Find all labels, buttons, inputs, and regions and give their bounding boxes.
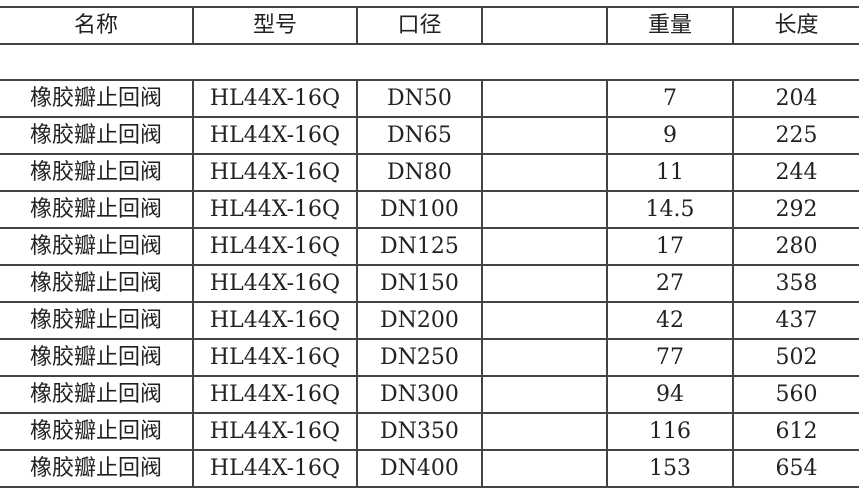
cell-name: 橡胶瓣止回阀 [0, 190, 193, 228]
table-row: 橡胶瓣止回阀 HL44X-16Q DN125 17 280 [0, 227, 859, 265]
cell-name: 橡胶瓣止回阀 [0, 227, 193, 265]
cell-length: 560 [732, 375, 859, 413]
cell-name: 橡胶瓣止回阀 [0, 375, 193, 413]
header-length: 长度 [732, 6, 859, 45]
cell-length: 612 [732, 412, 859, 450]
cell-name: 橡胶瓣止回阀 [0, 449, 193, 488]
cell-model: HL44X-16Q [192, 116, 357, 154]
cell-weight: 9 [606, 116, 733, 154]
cell-diameter: DN350 [356, 412, 482, 450]
cell-diameter: DN150 [356, 264, 482, 302]
cell-name: 橡胶瓣止回阀 [0, 412, 193, 450]
cell-diameter: DN80 [356, 153, 482, 191]
cell-diameter: DN300 [356, 375, 482, 413]
cell-length: 292 [732, 190, 859, 228]
cell-weight: 14.5 [606, 190, 733, 228]
table-row: 橡胶瓣止回阀 HL44X-16Q DN250 77 502 [0, 338, 859, 376]
table-row: 橡胶瓣止回阀 HL44X-16Q DN50 7 204 [0, 79, 859, 117]
cell-length: 204 [732, 79, 859, 117]
cell-length: 654 [732, 449, 859, 488]
header-row: 名称 型号 口径 重量 长度 [0, 6, 859, 45]
cell-blank [481, 449, 607, 488]
table-row: 橡胶瓣止回阀 HL44X-16Q DN150 27 358 [0, 264, 859, 302]
cell-blank [481, 227, 607, 265]
cell-blank [481, 153, 607, 191]
header-model: 型号 [192, 6, 357, 45]
cell-blank [481, 375, 607, 413]
cell-length: 502 [732, 338, 859, 376]
cell-length: 244 [732, 153, 859, 191]
cell-blank [481, 264, 607, 302]
cell-blank [481, 190, 607, 228]
cell-length: 437 [732, 301, 859, 339]
cell-weight: 42 [606, 301, 733, 339]
table-row: 橡胶瓣止回阀 HL44X-16Q DN350 116 612 [0, 412, 859, 450]
cell-name: 橡胶瓣止回阀 [0, 301, 193, 339]
cell-blank [481, 79, 607, 117]
header-weight: 重量 [606, 6, 733, 45]
cell-weight: 153 [606, 449, 733, 488]
table-row: 橡胶瓣止回阀 HL44X-16Q DN400 153 654 [0, 449, 859, 488]
cell-name: 橡胶瓣止回阀 [0, 116, 193, 154]
cell-name: 橡胶瓣止回阀 [0, 79, 193, 117]
cell-weight: 77 [606, 338, 733, 376]
cell-diameter: DN65 [356, 116, 482, 154]
table-row: 橡胶瓣止回阀 HL44X-16Q DN80 11 244 [0, 153, 859, 191]
header-name: 名称 [0, 6, 193, 45]
cell-diameter: DN100 [356, 190, 482, 228]
cell-diameter: DN125 [356, 227, 482, 265]
cell-weight: 7 [606, 79, 733, 117]
cell-weight: 116 [606, 412, 733, 450]
table-row: 橡胶瓣止回阀 HL44X-16Q DN100 14.5 292 [0, 190, 859, 228]
cell-diameter: DN400 [356, 449, 482, 488]
cell-model: HL44X-16Q [192, 264, 357, 302]
cell-blank [481, 301, 607, 339]
cell-weight: 27 [606, 264, 733, 302]
cell-weight: 17 [606, 227, 733, 265]
cell-name: 橡胶瓣止回阀 [0, 153, 193, 191]
header-diameter: 口径 [356, 6, 482, 45]
cell-length: 280 [732, 227, 859, 265]
cell-blank [481, 412, 607, 450]
cell-model: HL44X-16Q [192, 338, 357, 376]
cell-weight: 94 [606, 375, 733, 413]
cell-diameter: DN250 [356, 338, 482, 376]
cell-diameter: DN200 [356, 301, 482, 339]
table-row: 橡胶瓣止回阀 HL44X-16Q DN300 94 560 [0, 375, 859, 413]
cell-name: 橡胶瓣止回阀 [0, 338, 193, 376]
cell-model: HL44X-16Q [192, 227, 357, 265]
cell-model: HL44X-16Q [192, 375, 357, 413]
cell-model: HL44X-16Q [192, 412, 357, 450]
table-row: 橡胶瓣止回阀 HL44X-16Q DN200 42 437 [0, 301, 859, 339]
cell-blank [481, 116, 607, 154]
cell-model: HL44X-16Q [192, 153, 357, 191]
cell-diameter: DN50 [356, 79, 482, 117]
valve-spec-table: 名称 型号 口径 重量 长度 橡胶瓣止回阀 HL44X-16Q DN50 7 204 橡胶… [0, 6, 859, 488]
cell-name: 橡胶瓣止回阀 [0, 264, 193, 302]
cell-model: HL44X-16Q [192, 190, 357, 228]
cell-blank [481, 338, 607, 376]
cell-length: 358 [732, 264, 859, 302]
cell-length: 225 [732, 116, 859, 154]
header-blank [481, 6, 607, 45]
cell-weight: 11 [606, 153, 733, 191]
table-row: 橡胶瓣止回阀 HL44X-16Q DN65 9 225 [0, 116, 859, 154]
cell-model: HL44X-16Q [192, 301, 357, 339]
cell-model: HL44X-16Q [192, 79, 357, 117]
empty-row [0, 44, 859, 80]
cell-model: HL44X-16Q [192, 449, 357, 488]
